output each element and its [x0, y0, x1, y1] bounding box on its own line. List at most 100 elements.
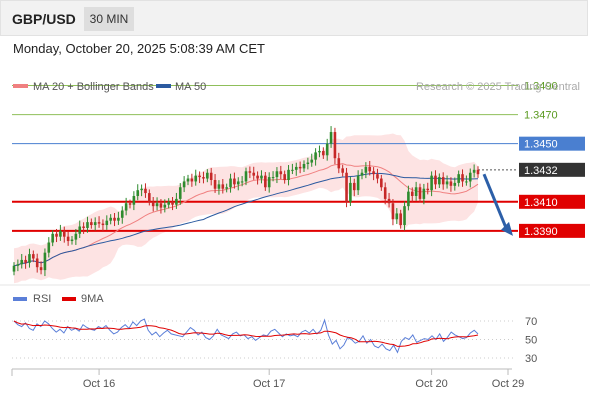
candle-body — [476, 169, 480, 175]
candle-body — [35, 258, 39, 268]
candle-body — [43, 252, 47, 271]
support-level-label: 1.3410 — [524, 197, 558, 209]
candle-body — [252, 172, 256, 176]
candle-body — [244, 171, 248, 182]
candle-body — [399, 213, 402, 226]
x-tick-label: Oct 29 — [492, 378, 524, 390]
candle-body — [206, 172, 209, 179]
candle-body — [287, 169, 290, 180]
candle-body — [225, 187, 228, 189]
forecast-arrow-shaft — [482, 173, 508, 229]
candle-body — [349, 182, 352, 202]
candle-body — [16, 264, 20, 266]
candle-body — [341, 168, 344, 173]
candle-body — [468, 172, 472, 182]
candle-body — [422, 188, 426, 199]
rsi-tick-label: 30 — [525, 353, 537, 365]
candle-body — [298, 166, 302, 169]
candle-body — [186, 178, 190, 182]
candle-body — [136, 190, 140, 196]
candle-body — [74, 233, 78, 240]
legend-ma20-label: MA 20 + Bollinger Bands — [33, 81, 154, 93]
candle-body — [318, 150, 321, 153]
candle-body — [20, 259, 24, 265]
candle-body — [376, 174, 379, 179]
candle-body — [383, 187, 387, 199]
ma20-legend-icon — [13, 84, 28, 88]
x-tick-label: Oct 17 — [253, 378, 285, 390]
candle-body — [279, 171, 283, 175]
candle-body — [155, 203, 159, 207]
candle-body — [59, 230, 62, 237]
candle-body — [337, 158, 341, 169]
candle-body — [28, 254, 31, 263]
candles-group — [12, 126, 480, 277]
legend-rsi-label: RSI — [33, 293, 51, 305]
candle-body — [314, 152, 317, 160]
candle-body — [372, 171, 375, 175]
x-tick-label: Oct 16 — [83, 378, 115, 390]
candle-body — [70, 239, 74, 242]
candle-body — [198, 175, 201, 178]
candle-body — [364, 166, 368, 173]
candle-body — [410, 191, 414, 196]
support-level-tag — [519, 223, 585, 238]
candle-body — [221, 184, 225, 189]
candle-body — [445, 181, 449, 185]
rsi-tick-label: 50 — [525, 335, 537, 347]
candle-body — [190, 178, 194, 182]
candle-body — [461, 174, 464, 182]
resistance-level-tag — [519, 136, 585, 151]
candle-body — [453, 182, 457, 186]
candle-body — [132, 195, 136, 205]
candle-body — [90, 222, 93, 226]
rsi-line — [13, 318, 479, 354]
candle-body — [144, 188, 147, 194]
current-price-label: 1.3432 — [524, 165, 558, 177]
candle-body — [39, 267, 43, 271]
credit-label: Research © 2025 Trading Central — [416, 81, 580, 93]
candle-body — [194, 175, 198, 182]
legend-ma50-label: MA 50 — [175, 81, 206, 93]
candle-body — [240, 181, 244, 183]
candle-body — [264, 175, 267, 188]
support-level-tag — [519, 194, 585, 209]
legend-rsi-ma-label: 9MA — [81, 293, 104, 305]
rsi-legend-icon — [13, 297, 27, 301]
candle-body — [24, 259, 27, 263]
ma50-line — [13, 172, 479, 267]
candle-body — [438, 177, 441, 185]
rsi-ma-legend-icon — [62, 297, 76, 301]
candle-body — [325, 143, 329, 156]
candle-body — [233, 178, 236, 185]
candle-body — [140, 188, 143, 191]
candle-body — [120, 210, 124, 218]
candle-body — [283, 174, 286, 180]
candle-body — [217, 184, 221, 189]
x-tick-label: Oct 20 — [415, 378, 447, 390]
candle-body — [407, 191, 410, 207]
current-price-tag — [519, 162, 585, 177]
timeframe-tab[interactable]: 30 MIN — [84, 7, 134, 31]
candle-body — [426, 188, 430, 191]
candle-body — [163, 204, 167, 208]
candle-body — [117, 217, 120, 221]
candle-body — [12, 265, 16, 272]
candle-body — [395, 213, 399, 220]
candle-body — [434, 175, 437, 185]
candle-body — [159, 203, 163, 208]
candle-body — [209, 172, 213, 180]
candle-body — [302, 164, 306, 169]
candle-body — [62, 230, 66, 237]
candle-body — [457, 174, 460, 183]
candle-body — [93, 222, 97, 226]
header-bar: GBP/USD 30 MIN — [0, 0, 588, 36]
candle-body — [178, 187, 182, 199]
resistance-level-label: 1.3450 — [524, 139, 558, 151]
candle-body — [148, 193, 151, 202]
candle-body — [310, 159, 314, 163]
target-level-label: 1.3490 — [524, 81, 558, 93]
candle-body — [260, 175, 263, 179]
